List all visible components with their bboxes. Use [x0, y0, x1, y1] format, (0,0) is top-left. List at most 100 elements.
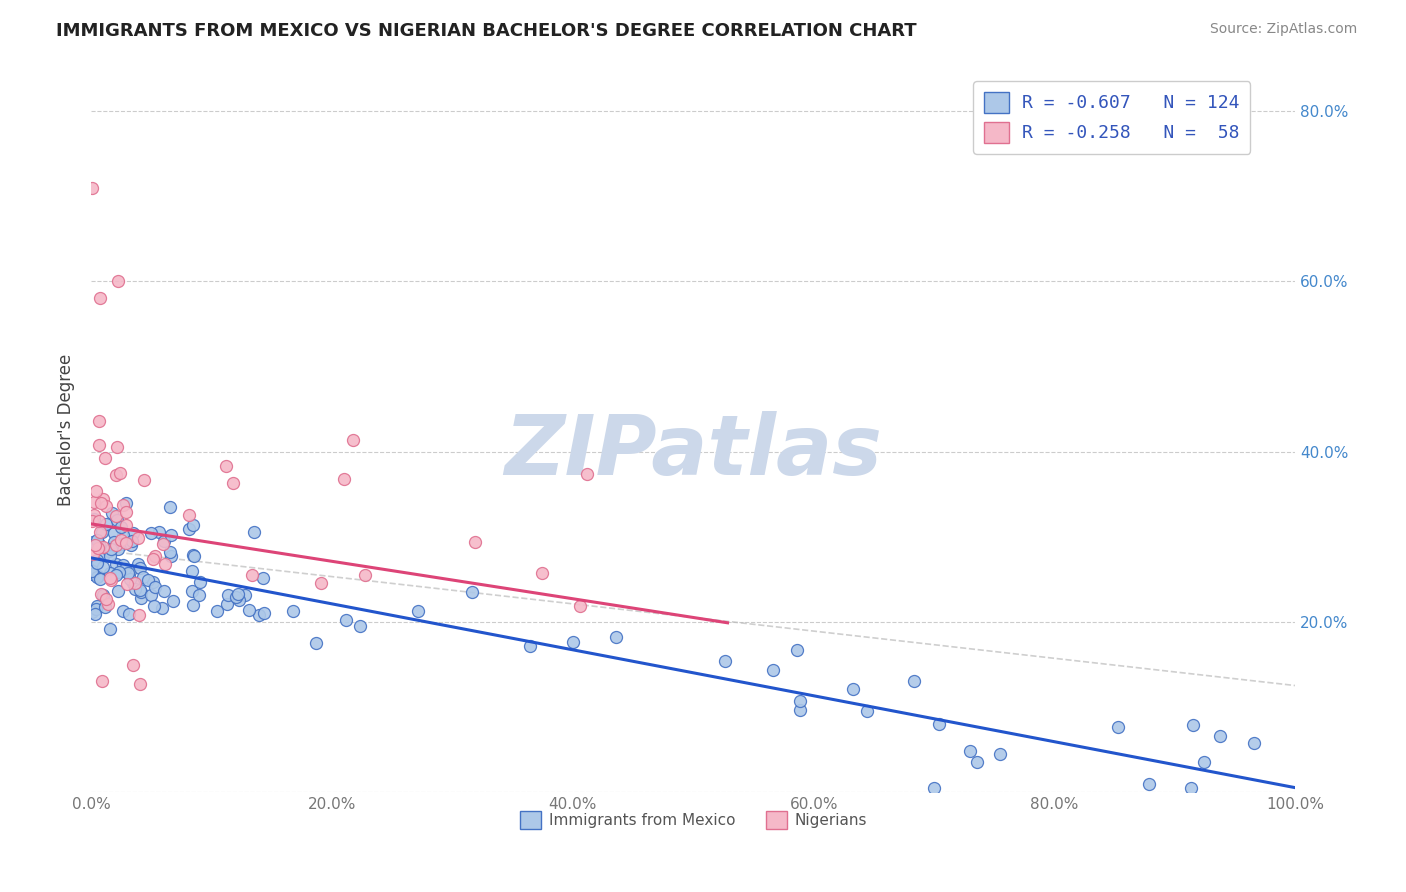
Point: [959, 744, 981, 758]
Point: [153, 557, 176, 571]
Point: [87, 437, 110, 451]
Point: [188, 574, 211, 589]
Point: [82, 547, 104, 561]
Point: [86, 533, 108, 547]
Point: [128, 560, 150, 574]
Point: [100, 542, 122, 557]
Point: [124, 582, 146, 596]
Point: [575, 467, 598, 481]
Point: [83, 508, 105, 522]
Point: [128, 608, 150, 623]
Point: [121, 658, 143, 673]
Point: [114, 561, 136, 575]
Point: [115, 496, 138, 510]
Point: [121, 526, 143, 541]
Point: [789, 703, 811, 717]
Point: [90, 587, 112, 601]
Point: [181, 548, 204, 562]
Point: [120, 572, 142, 586]
Point: [252, 571, 274, 585]
Point: [110, 533, 132, 547]
Point: [103, 535, 125, 549]
Point: [924, 780, 946, 795]
Point: [87, 541, 110, 555]
Point: [762, 663, 785, 677]
Point: [104, 538, 127, 552]
Point: [562, 635, 585, 649]
Point: [304, 636, 326, 650]
Point: [215, 597, 238, 611]
Point: [152, 537, 174, 551]
Point: [153, 533, 176, 548]
Point: [112, 528, 135, 542]
Legend: Immigrants from Mexico, Nigerians: Immigrants from Mexico, Nigerians: [513, 805, 873, 835]
Point: [142, 574, 165, 589]
Point: [89, 291, 111, 305]
Point: [903, 674, 925, 689]
Point: [83, 494, 105, 508]
Point: [129, 591, 152, 605]
Point: [406, 604, 429, 618]
Point: [226, 587, 249, 601]
Point: [128, 583, 150, 598]
Point: [841, 682, 863, 697]
Point: [142, 552, 165, 566]
Point: [97, 543, 120, 558]
Point: [91, 674, 114, 689]
Point: [110, 520, 132, 534]
Point: [112, 558, 135, 572]
Point: [121, 533, 143, 548]
Point: [342, 433, 364, 447]
Point: [117, 577, 139, 591]
Point: [464, 534, 486, 549]
Point: [86, 599, 108, 613]
Point: [114, 505, 136, 519]
Point: [335, 613, 357, 627]
Point: [1243, 736, 1265, 750]
Point: [82, 534, 104, 549]
Point: [128, 677, 150, 691]
Point: [531, 566, 554, 580]
Point: [713, 654, 735, 668]
Point: [242, 568, 264, 582]
Point: [333, 472, 356, 486]
Point: [82, 564, 104, 578]
Point: [569, 599, 592, 614]
Point: [181, 518, 204, 533]
Point: [127, 531, 149, 545]
Point: [100, 506, 122, 520]
Point: [86, 552, 108, 566]
Point: [519, 639, 541, 653]
Point: [84, 602, 107, 616]
Point: [225, 591, 247, 605]
Point: [180, 564, 202, 578]
Point: [103, 525, 125, 540]
Point: [966, 755, 988, 769]
Point: [87, 537, 110, 551]
Point: [205, 604, 228, 618]
Point: [90, 496, 112, 510]
Point: [124, 576, 146, 591]
Point: [353, 567, 375, 582]
Point: [789, 694, 811, 708]
Point: [115, 535, 138, 549]
Point: [129, 585, 152, 599]
Point: [247, 607, 270, 622]
Point: [105, 467, 128, 482]
Point: [107, 274, 129, 288]
Point: [1182, 718, 1205, 732]
Point: [253, 606, 276, 620]
Point: [86, 570, 108, 584]
Point: [162, 594, 184, 608]
Point: [180, 584, 202, 599]
Point: [105, 441, 128, 455]
Point: [127, 557, 149, 571]
Point: [84, 607, 107, 621]
Point: [118, 607, 141, 622]
Point: [105, 513, 128, 527]
Point: [90, 525, 112, 540]
Point: [105, 568, 128, 582]
Point: [461, 585, 484, 599]
Point: [94, 517, 117, 532]
Point: [132, 474, 155, 488]
